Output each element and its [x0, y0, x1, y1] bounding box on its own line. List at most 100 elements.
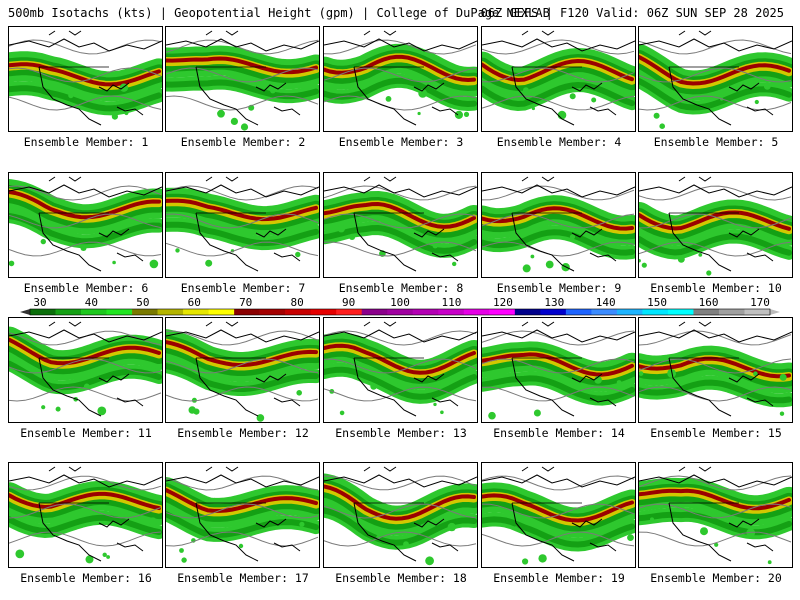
- ensemble-member-map: [638, 172, 793, 278]
- colorbar-tick-label: 150: [647, 297, 667, 309]
- colorbar-tick-label: 110: [441, 297, 461, 309]
- colorbar-tick-label: 170: [750, 297, 770, 309]
- ensemble-member-map: [481, 26, 636, 132]
- isotach-map-graphic: [9, 321, 162, 417]
- colorbar-tick-label: 160: [699, 297, 719, 309]
- ensemble-member-label: Ensemble Member: 4: [496, 135, 622, 149]
- isotach-map-graphic: [482, 30, 635, 126]
- colorbar-swatch: [157, 309, 184, 315]
- ensemble-member-label: Ensemble Member: 9: [496, 281, 622, 295]
- colorbar-swatch: [285, 309, 311, 315]
- ensemble-member-map: [8, 462, 163, 568]
- colorbar-swatch: [540, 309, 567, 315]
- ensemble-member-label: Ensemble Member: 3: [338, 135, 464, 149]
- ensemble-member-map: [8, 172, 163, 278]
- colorbar-swatch: [667, 309, 694, 315]
- isotach-map-graphic: [639, 176, 792, 276]
- colorbar-swatch: [718, 309, 745, 315]
- isotach-map-graphic: [324, 30, 477, 126]
- ensemble-member-map: [8, 26, 163, 132]
- colorbar-left-arrow: [20, 309, 30, 315]
- colorbar-right-arrow: [770, 309, 780, 315]
- isotach-map-graphic: [166, 30, 319, 131]
- ensemble-member-map: [165, 317, 320, 423]
- colorbar-tick-label: 50: [136, 297, 149, 309]
- colorbar-swatch: [591, 309, 618, 315]
- ensemble-member-label: Ensemble Member: 11: [20, 426, 152, 440]
- ensemble-member-label: Ensemble Member: 12: [177, 426, 309, 440]
- ensemble-member-map: [638, 26, 793, 132]
- colorbar-swatch: [693, 309, 720, 315]
- ensemble-member-map: [165, 462, 320, 568]
- ensemble-member-map: [323, 317, 478, 423]
- ensemble-member-label: Ensemble Member: 8: [338, 281, 464, 295]
- colorbar-swatch: [514, 309, 541, 315]
- colorbar-tick-label: 30: [33, 297, 46, 309]
- colorbar-tick-label: 130: [544, 297, 564, 309]
- colorbar-tick-label: 70: [239, 297, 252, 309]
- colorbar-tick-label: 120: [493, 297, 513, 309]
- ensemble-member-map: [323, 172, 478, 278]
- colorbar-tick-label: 140: [596, 297, 616, 309]
- map-title: 500mb Isotachs (kts) | Geopotential Heig…: [8, 6, 550, 20]
- colorbar-swatch: [565, 309, 592, 315]
- colorbar-swatch: [387, 309, 414, 315]
- isotach-map-graphic: [166, 176, 319, 272]
- ensemble-member-label: Ensemble Member: 14: [493, 426, 625, 440]
- model-run-info: 06Z GEFS | F120 Valid: 06Z SUN SEP 28 20…: [480, 6, 784, 20]
- ensemble-member-map: [638, 317, 793, 423]
- ensemble-member-label: Ensemble Member: 16: [20, 571, 152, 585]
- isotach-map-graphic: [9, 30, 162, 126]
- colorbar-swatch: [106, 309, 133, 315]
- colorbar-tick-label: 100: [390, 297, 410, 309]
- ensemble-member-map: [481, 462, 636, 568]
- isotach-map-graphic: [166, 466, 319, 563]
- colorbar-swatch: [132, 309, 158, 315]
- ensemble-member-label: Ensemble Member: 18: [335, 571, 467, 585]
- colorbar-swatch: [81, 309, 107, 315]
- colorbar-tick-label: 80: [290, 297, 303, 309]
- isotach-map-graphic: [324, 176, 477, 272]
- colorbar-swatch: [55, 309, 82, 315]
- isotach-map-graphic: [324, 321, 477, 417]
- ensemble-member-label: Ensemble Member: 10: [650, 281, 782, 295]
- ensemble-member-map: [165, 26, 320, 132]
- isotach-map-graphic: [166, 321, 319, 422]
- ensemble-member-map: [481, 317, 636, 423]
- colorbar-swatch: [183, 309, 209, 315]
- colorbar-swatch: [208, 309, 235, 315]
- ensemble-member-label: Ensemble Member: 2: [180, 135, 306, 149]
- colorbar-tick-label: 90: [342, 297, 355, 309]
- ensemble-member-map: [638, 462, 793, 568]
- colorbar-swatch: [463, 309, 490, 315]
- colorbar-swatch: [259, 309, 286, 315]
- colorbar-swatch: [616, 309, 643, 315]
- colorbar-swatch: [234, 309, 260, 315]
- ensemble-member-label: Ensemble Member: 6: [23, 281, 149, 295]
- wind-speed-colorbar: 30 40 50 60 70 80 90 100 110 120 130 140 150 160 170: [20, 297, 780, 316]
- ensemble-member-map: [8, 317, 163, 423]
- ensemble-member-label: Ensemble Member: 13: [335, 426, 467, 440]
- isotach-map-graphic: [639, 30, 792, 129]
- isotach-map-graphic: [482, 321, 635, 420]
- ensemble-member-map: [323, 26, 478, 132]
- ensemble-member-label: Ensemble Member: 15: [650, 426, 782, 440]
- ensemble-member-map: [323, 462, 478, 568]
- isotach-map-graphic: [9, 176, 162, 272]
- colorbar-swatch: [336, 309, 363, 315]
- ensemble-member-label: Ensemble Member: 5: [653, 135, 779, 149]
- colorbar-swatch: [361, 309, 388, 315]
- isotach-map-graphic: [324, 466, 477, 566]
- ensemble-member-label: Ensemble Member: 19: [493, 571, 625, 585]
- colorbar-swatch: [30, 309, 56, 315]
- ensemble-member-map: [165, 172, 320, 278]
- isotach-map-graphic: [482, 176, 635, 273]
- ensemble-member-map: [481, 172, 636, 278]
- colorbar-tick-label: 60: [188, 297, 201, 309]
- ensemble-member-label: Ensemble Member: 7: [180, 281, 306, 295]
- ensemble-member-label: Ensemble Member: 20: [650, 571, 782, 585]
- colorbar-swatch: [438, 309, 465, 315]
- ensemble-member-label: Ensemble Member: 17: [177, 571, 309, 585]
- isotach-map-graphic: [482, 466, 635, 565]
- ensemble-member-label: Ensemble Member: 1: [23, 135, 149, 149]
